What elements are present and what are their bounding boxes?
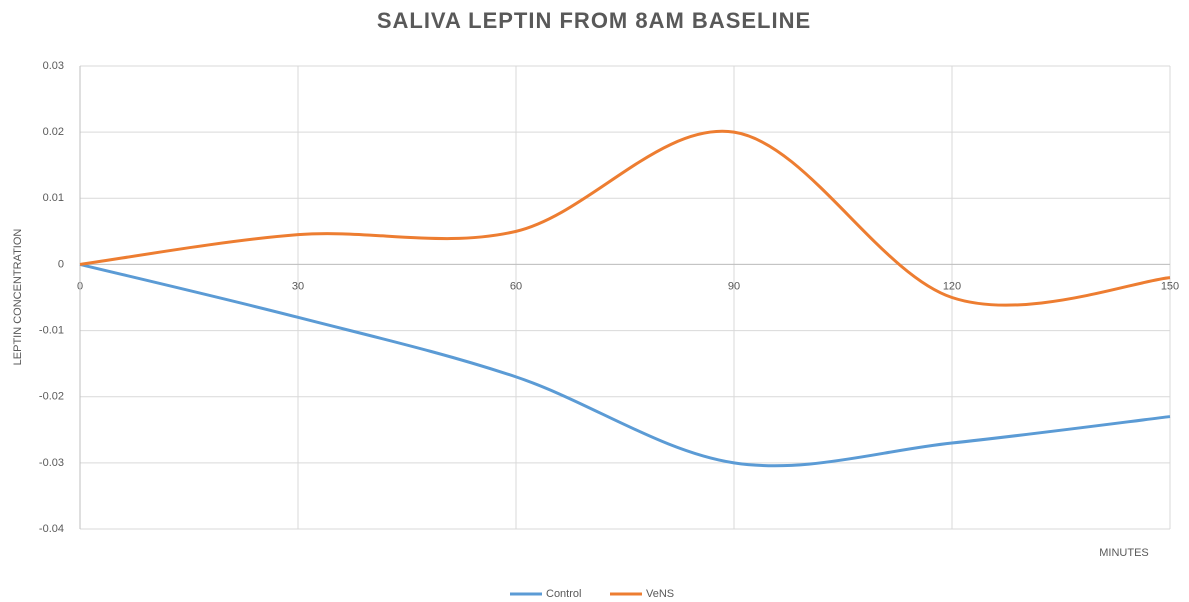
y-tick-label: -0.01 [39, 324, 64, 336]
x-tick-label: 120 [943, 280, 961, 292]
x-axis-title: MINUTES [1099, 547, 1149, 559]
x-tick-label: 30 [292, 280, 304, 292]
x-tick-label: 60 [510, 280, 522, 292]
y-axis-title: LEPTIN CONCENTRATION [12, 229, 24, 366]
y-tick-label: -0.02 [39, 391, 64, 403]
chart-title: SALIVA LEPTIN FROM 8AM BASELINE [377, 8, 811, 33]
x-tick-label: 90 [728, 280, 740, 292]
x-tick-label: 150 [1161, 280, 1179, 292]
y-tick-label: 0.02 [43, 126, 64, 138]
y-tick-label: -0.03 [39, 457, 64, 469]
y-tick-label: 0.03 [43, 60, 64, 72]
line-series [79, 262, 1171, 468]
legend-label: VeNS [646, 588, 674, 600]
legend-label: Control [546, 588, 581, 600]
line-series [79, 129, 1171, 307]
y-tick-label: 0 [58, 258, 64, 270]
y-tick-label: -0.04 [39, 523, 64, 535]
y-tick-label: 0.01 [43, 192, 64, 204]
